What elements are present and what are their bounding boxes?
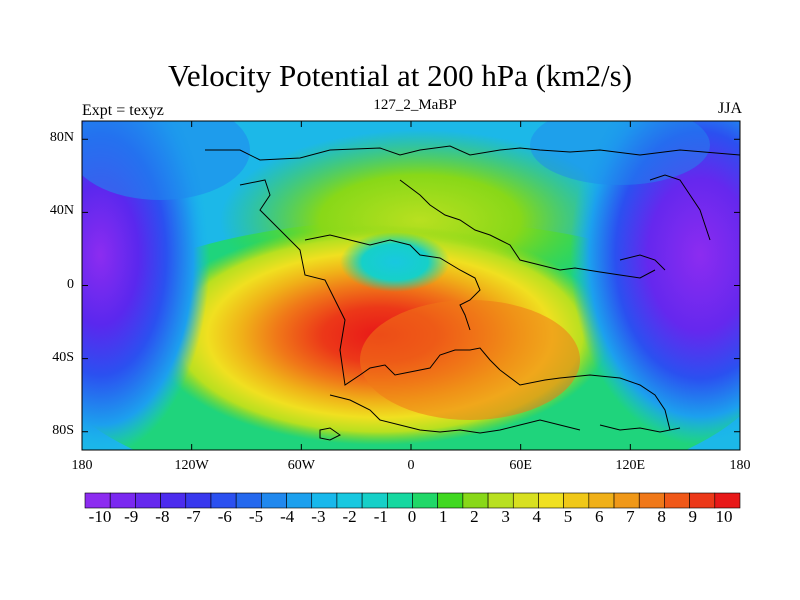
colorbar-swatch bbox=[235, 492, 262, 509]
colorbar-swatch bbox=[84, 492, 111, 509]
colorbar-label: 9 bbox=[688, 507, 698, 526]
colorbar-swatch bbox=[261, 492, 287, 509]
colorbar-swatch bbox=[437, 492, 464, 509]
latitude-label: 80S bbox=[52, 422, 74, 438]
colorbar-swatch bbox=[512, 492, 539, 509]
run-id-label: 127_2_MaBP bbox=[373, 97, 457, 113]
season-label: JJA bbox=[717, 100, 742, 117]
coastlines bbox=[205, 145, 740, 441]
colorbar-swatch bbox=[160, 492, 187, 509]
colorbar-label: 0 bbox=[407, 507, 417, 526]
longitude-label: 180 bbox=[71, 458, 93, 473]
colorbar-label: 2 bbox=[470, 507, 479, 526]
latitude-label: 40N bbox=[49, 203, 74, 219]
latitude-label: 0 bbox=[67, 276, 74, 292]
colorbar-label: -7 bbox=[186, 507, 201, 526]
experiment-label: Expt = texyz bbox=[82, 102, 164, 119]
colorbar-swatch bbox=[588, 492, 615, 509]
colorbar-swatch bbox=[109, 492, 136, 509]
colorbar-label: -1 bbox=[373, 507, 388, 526]
colorbar-label: -6 bbox=[217, 507, 232, 526]
field-shading bbox=[82, 121, 740, 450]
colorbar-label: -10 bbox=[88, 507, 112, 526]
colorbar-swatch bbox=[361, 492, 388, 509]
colorbar-swatch bbox=[462, 492, 489, 509]
colorbar-swatch bbox=[689, 492, 716, 509]
colorbar-swatch bbox=[210, 492, 237, 509]
longitude-label: 120W bbox=[174, 458, 209, 473]
longitude-label: 0 bbox=[407, 458, 415, 473]
colorbar-label: 6 bbox=[594, 507, 604, 526]
colorbar-swatch bbox=[286, 492, 313, 509]
colorbar-label: -8 bbox=[155, 507, 170, 526]
colorbar-label: -5 bbox=[248, 507, 264, 526]
colorbar-label: -2 bbox=[342, 507, 357, 526]
colorbar-swatch bbox=[487, 492, 514, 509]
colorbar-label: 8 bbox=[657, 507, 666, 526]
colorbar-label: 1 bbox=[438, 507, 448, 526]
colorbar-label: 5 bbox=[563, 507, 573, 526]
colorbar-swatch bbox=[336, 492, 363, 509]
colorbar-label: 3 bbox=[501, 507, 510, 526]
colorbar-swatch bbox=[664, 492, 690, 509]
colorbar-swatch bbox=[538, 492, 564, 509]
colorbar-swatch bbox=[613, 492, 640, 509]
colorbar-swatch bbox=[638, 492, 665, 509]
map-title: Velocity Potential at 200 hPa (km2/s) bbox=[167, 58, 633, 93]
colorbar-swatch bbox=[135, 492, 161, 509]
longitude-label: 60W bbox=[287, 458, 315, 473]
colorbar-label: -9 bbox=[124, 507, 139, 526]
colorbar-label: 4 bbox=[532, 507, 542, 526]
longitude-label: 60E bbox=[509, 458, 532, 473]
colorbar-label: -3 bbox=[311, 507, 326, 526]
colorbar-label: 10 bbox=[715, 507, 733, 526]
longitude-label: 180 bbox=[729, 458, 751, 473]
latitude-label: 40S bbox=[52, 349, 74, 365]
latitude-label: 80N bbox=[49, 130, 74, 146]
colorbar-swatch bbox=[714, 492, 741, 509]
axis-ticks bbox=[81, 121, 741, 450]
colorbar-swatch bbox=[387, 492, 413, 509]
colorbar-label: 7 bbox=[626, 507, 635, 526]
colorbar-swatch bbox=[412, 492, 438, 509]
longitude-label: 120E bbox=[615, 458, 646, 473]
colorbar-swatch bbox=[563, 492, 590, 509]
colorbar-label: -4 bbox=[280, 507, 295, 526]
colorbar-swatch bbox=[311, 492, 338, 509]
colorbar-swatch bbox=[185, 492, 212, 509]
